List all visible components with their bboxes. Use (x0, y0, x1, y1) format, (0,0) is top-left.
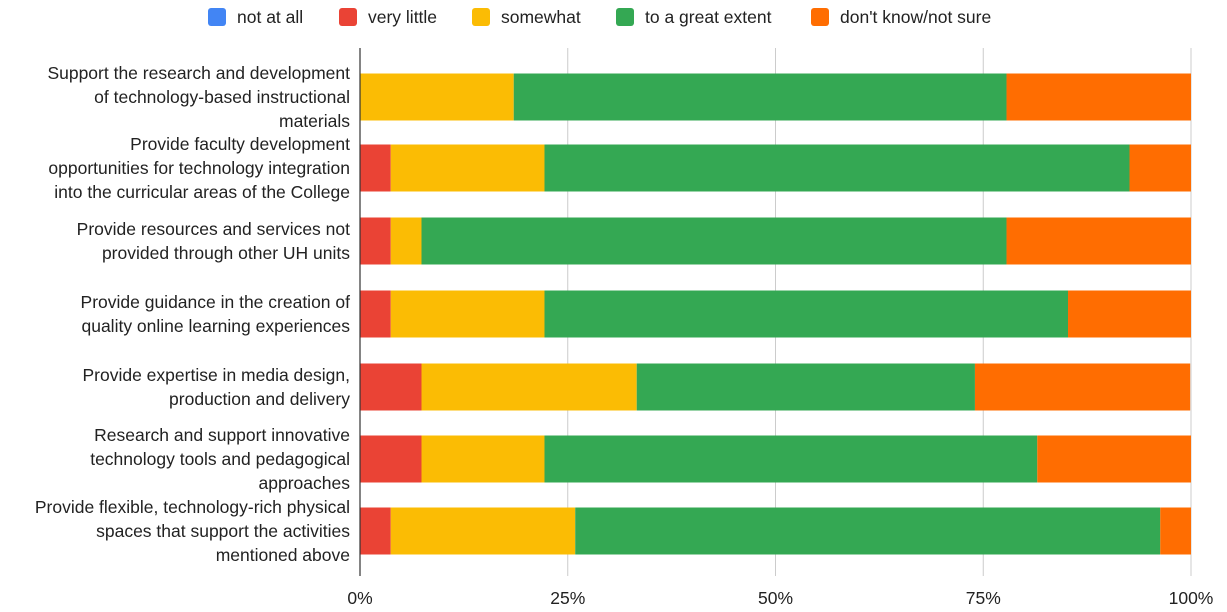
bar-segment (360, 363, 422, 411)
category-label-line: of technology-based instructional (94, 87, 350, 107)
bar-segment (544, 435, 1038, 483)
legend-swatch (208, 8, 226, 26)
category-label-line: Provide flexible, technology-rich physic… (35, 497, 350, 517)
x-tick-label: 0% (347, 588, 372, 608)
category-labels: Support the research and development of t… (35, 63, 350, 565)
x-tick-label: 25% (550, 588, 585, 608)
legend-item: to a great extent (616, 7, 772, 27)
bar-segment (974, 363, 1191, 411)
legend-label: somewhat (501, 7, 581, 27)
bar-segment (421, 435, 545, 483)
category-label-line: Provide guidance in the creation of (81, 292, 351, 312)
category-label-line: spaces that support the activities (96, 521, 350, 541)
legend-label: very little (368, 7, 437, 27)
legend-swatch (811, 8, 829, 26)
bar-segment (390, 290, 545, 338)
bar-segment (390, 507, 576, 555)
category-label-line: production and delivery (169, 389, 350, 409)
category-label: Provide guidance in the creation of quali… (81, 292, 351, 336)
category-label: Provide expertise in media design, produc… (82, 365, 350, 409)
legend-item: very little (339, 7, 437, 27)
bar-segment (513, 73, 1007, 121)
legend-item: somewhat (472, 7, 581, 27)
bar-segment (421, 363, 637, 411)
category-label-line: into the curricular areas of the College (54, 182, 350, 202)
legend-label: not at all (237, 7, 303, 27)
legend-swatch (339, 8, 357, 26)
bar-segment (1006, 73, 1191, 121)
bar-segment (360, 73, 514, 121)
legend-item: not at all (208, 7, 303, 27)
category-label-line: provided through other UH units (102, 243, 350, 263)
category-label: Research and support innovative technolog… (90, 425, 350, 493)
bar-segment (544, 290, 1069, 338)
category-label: Provide resources and services not provid… (77, 219, 351, 263)
bar-segment (360, 290, 391, 338)
legend-item: don't know/not sure (811, 7, 991, 27)
bar-segment (1037, 435, 1191, 483)
bar-segment (1006, 217, 1191, 265)
legend-swatch (472, 8, 490, 26)
category-label-line: technology tools and pedagogical (90, 449, 350, 469)
x-tick-label: 100% (1169, 588, 1214, 608)
bar-segment (1160, 507, 1191, 555)
category-label-line: approaches (259, 473, 351, 493)
bar-segment (544, 144, 1130, 192)
category-label: Provide flexible, technology-rich physic… (35, 497, 350, 565)
bar-segment (1129, 144, 1191, 192)
bar-segment (360, 144, 391, 192)
bar-segment (421, 217, 1007, 265)
category-label-line: Provide resources and services not (77, 219, 350, 239)
bars (360, 73, 1191, 555)
bar-segment (390, 217, 422, 265)
category-label-line: opportunities for technology integration (48, 158, 350, 178)
category-label-line: Provide faculty development (130, 134, 350, 154)
x-tick-label: 50% (758, 588, 793, 608)
bar-segment (1068, 290, 1191, 338)
category-label: Support the research and development of t… (47, 63, 350, 131)
x-tick-label: 75% (966, 588, 1001, 608)
legend-label: don't know/not sure (840, 7, 991, 27)
category-label: Provide faculty development opportunities… (48, 134, 350, 202)
bar-segment (360, 435, 422, 483)
legend: not at all very little somewhat to a great … (208, 7, 991, 27)
legend-swatch (616, 8, 634, 26)
bar-segment (575, 507, 1161, 555)
bar-segment (360, 507, 391, 555)
category-label-line: Research and support innovative (94, 425, 350, 445)
category-label-line: Provide expertise in media design, (82, 365, 350, 385)
category-label-line: Support the research and development (47, 63, 350, 83)
category-label-line: materials (279, 111, 350, 131)
legend-label: to a great extent (645, 7, 772, 27)
category-label-line: mentioned above (216, 545, 350, 565)
bar-segment (360, 217, 391, 265)
bar-segment (636, 363, 975, 411)
category-label-line: quality online learning experiences (81, 316, 350, 336)
x-tick-labels: 0% 25% 50% 75% 100% (347, 588, 1213, 608)
bar-segment (390, 144, 545, 192)
